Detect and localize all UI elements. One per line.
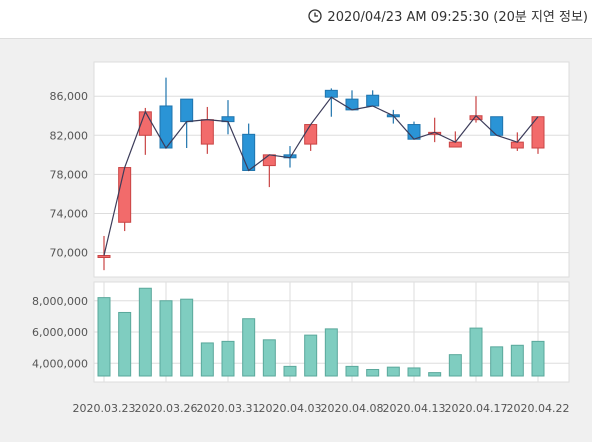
candle-body — [490, 116, 504, 136]
volume-tick-label: 4,000,000 — [32, 357, 88, 370]
candle-body — [448, 141, 462, 148]
volume-bar — [159, 300, 173, 377]
price-tick-label: 86,000 — [50, 90, 89, 103]
date-tick-label: 2020.03.31 — [197, 402, 260, 415]
candle-body — [200, 119, 214, 145]
volume-bar — [448, 354, 462, 377]
candle-body — [324, 89, 338, 98]
volume-bar — [180, 298, 194, 377]
timestamp: 2020/04/23 AM 09:25:30 (20분 지연 정보) — [308, 6, 588, 25]
price-tick-label: 74,000 — [50, 207, 89, 220]
volume-bar — [262, 339, 276, 377]
volume-bar — [304, 334, 318, 377]
date-tick-label: 2020.03.26 — [135, 402, 198, 415]
candle-body — [118, 167, 132, 223]
date-tick-label: 2020.04.22 — [507, 402, 570, 415]
candle-body — [366, 94, 380, 107]
candle-body — [304, 124, 318, 145]
date-tick-label: 2020.04.03 — [259, 402, 322, 415]
date-tick-label: 2020.04.08 — [321, 402, 384, 415]
volume-bar — [531, 340, 545, 377]
volume-tick-label: 8,000,000 — [32, 295, 88, 308]
volume-bar — [118, 311, 132, 377]
volume-bar — [386, 366, 400, 377]
candle-body — [510, 141, 524, 149]
volume-bar — [324, 328, 338, 377]
volume-bar — [97, 297, 111, 377]
volume-bar — [138, 287, 152, 377]
candle-body — [242, 133, 256, 171]
date-tick-label: 2020.04.13 — [383, 402, 446, 415]
candle-body — [180, 98, 194, 123]
volume-bar — [221, 340, 235, 377]
timestamp-text: 2020/04/23 AM 09:25:30 (20분 지연 정보) — [327, 10, 588, 25]
volume-tick-label: 6,000,000 — [32, 326, 88, 339]
date-tick-label: 2020.04.17 — [445, 402, 508, 415]
volume-bar — [428, 372, 442, 377]
price-tick-label: 82,000 — [50, 129, 89, 142]
close-price-line — [103, 96, 539, 256]
volume-bar — [407, 367, 421, 377]
candle-body — [407, 124, 421, 140]
volume-bar — [200, 342, 214, 377]
volume-bar — [510, 344, 524, 377]
price-tick-label: 78,000 — [50, 168, 89, 181]
volume-bar — [490, 346, 504, 377]
date-tick-label: 2020.03.23 — [73, 402, 136, 415]
volume-bar — [345, 365, 359, 377]
volume-bar — [283, 365, 297, 377]
clock-icon — [308, 8, 323, 23]
volume-bar — [469, 327, 483, 377]
price-tick-label: 70,000 — [50, 247, 89, 260]
candle-body — [97, 255, 111, 258]
candle-body — [345, 98, 359, 111]
volume-bar — [242, 318, 256, 377]
volume-bar — [366, 369, 380, 377]
candle-body — [262, 154, 276, 167]
